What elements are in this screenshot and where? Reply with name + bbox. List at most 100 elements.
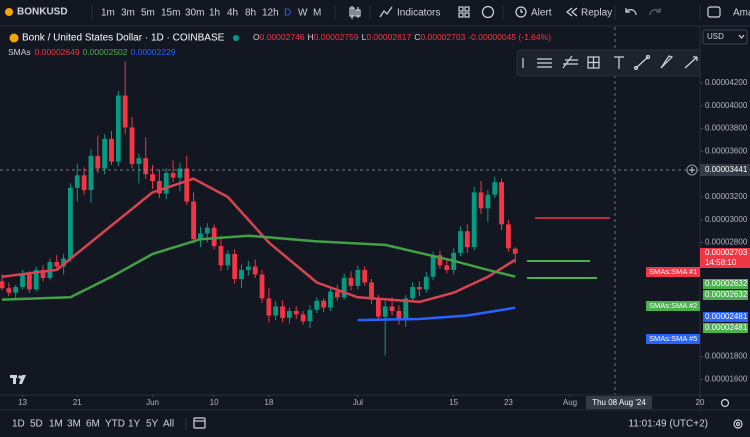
- candle-body: [95, 155, 101, 169]
- indicator-name: SMAs: [8, 47, 31, 57]
- sma-value: 0.00002229: [131, 47, 176, 57]
- replay-icon[interactable]: [566, 7, 578, 17]
- range-button[interactable]: 6M: [86, 419, 100, 430]
- sma-tag-bg: [646, 334, 700, 344]
- y-tick-label: 0.00001800: [705, 352, 748, 361]
- crosshair-date-box: [586, 396, 652, 409]
- currency[interactable]: USD: [707, 32, 724, 41]
- interval[interactable]: 30m: [185, 8, 204, 19]
- drawing-toolbar-bg: [516, 49, 750, 77]
- candle-body: [389, 306, 395, 311]
- candle-body: [184, 168, 190, 202]
- candle-body: [321, 300, 327, 308]
- candle-body: [13, 287, 19, 293]
- price-axis-bg: [700, 27, 750, 396]
- ohlc-key: O: [253, 32, 260, 42]
- alert-icon[interactable]: [515, 6, 527, 18]
- candle-body: [102, 138, 108, 169]
- interval[interactable]: 1h: [209, 8, 220, 19]
- last-price: 0.00002703: [705, 248, 748, 257]
- symbol[interactable]: BONKUSD: [17, 7, 68, 18]
- sma-value: 0.00002502: [83, 47, 128, 57]
- range-button[interactable]: 3M: [67, 419, 81, 430]
- sma-tag-bg: [646, 267, 700, 277]
- fullscreen-icon[interactable]: [707, 6, 721, 18]
- range-button[interactable]: 1Y: [128, 419, 141, 430]
- interval[interactable]: M: [313, 8, 321, 19]
- candle-body: [382, 306, 388, 317]
- ohlc-value: 0.00002746: [260, 32, 305, 42]
- indicators-icon[interactable]: [379, 6, 393, 18]
- crosshair-price: 0.00003441: [705, 165, 748, 174]
- currency-selector[interactable]: [702, 29, 748, 45]
- candle-body: [307, 309, 313, 322]
- range-button[interactable]: 5Y: [146, 419, 159, 430]
- price-label: 0.00002481: [705, 323, 748, 332]
- ohlc-change: -0.00000045 (-1.64%): [468, 32, 551, 42]
- range-button[interactable]: YTD: [105, 419, 125, 430]
- candle-body: [334, 291, 340, 298]
- range-button[interactable]: 5D: [30, 419, 43, 430]
- price-label: 0.00002632: [705, 290, 748, 299]
- date-range-icon[interactable]: [193, 417, 206, 429]
- candle-body: [239, 269, 244, 280]
- candle-type-icon[interactable]: [349, 6, 361, 19]
- interval[interactable]: 4h: [227, 8, 238, 19]
- templates-icon[interactable]: [481, 5, 495, 19]
- candle-body: [61, 258, 66, 267]
- candle-body: [211, 227, 217, 246]
- toolbar-bg: [0, 0, 750, 26]
- range-button[interactable]: 1M: [49, 419, 63, 430]
- redo-icon[interactable]: [649, 8, 661, 16]
- candle-body: [355, 269, 361, 286]
- candle-body: [369, 282, 374, 300]
- candle-body: [273, 306, 279, 316]
- candle-body: [300, 314, 306, 322]
- x-tick-label: Jun: [146, 398, 159, 407]
- candle-body: [0, 281, 5, 289]
- ohlc-value: 0.00002703: [420, 32, 465, 42]
- ohlc-value: 0.00002617: [366, 32, 411, 42]
- candle-body: [74, 175, 80, 188]
- candle-body: [403, 298, 409, 321]
- layout-icon[interactable]: [458, 6, 470, 18]
- candle-body: [170, 173, 176, 178]
- interval[interactable]: 12h: [262, 8, 279, 19]
- y-tick-label: 0.00004200: [705, 78, 748, 87]
- candle-body: [314, 300, 320, 310]
- x-tick-label: 13: [18, 398, 27, 407]
- candle-body: [362, 269, 368, 283]
- price-label: 0.00002632: [705, 279, 748, 288]
- settings-icon[interactable]: [733, 419, 743, 429]
- candle-body: [232, 253, 238, 280]
- time-settings-icon[interactable]: [720, 398, 730, 408]
- price-label-bg: [703, 290, 748, 300]
- undo-icon[interactable]: [625, 8, 637, 16]
- price-label-bg: [703, 312, 748, 322]
- interval[interactable]: 5m: [141, 8, 155, 19]
- indicators-button[interactable]: Indicators: [397, 8, 440, 19]
- account-button[interactable]: Ama: [733, 8, 750, 19]
- price-label: 0.00002481: [705, 312, 748, 321]
- interval[interactable]: 1m: [101, 8, 115, 19]
- candle-body: [115, 95, 121, 162]
- interval[interactable]: 15m: [161, 8, 180, 19]
- candle-body: [430, 255, 436, 277]
- replay-button[interactable]: Replay: [581, 8, 612, 19]
- interval[interactable]: 3m: [121, 8, 135, 19]
- y-tick-label: 0.00003600: [705, 146, 748, 155]
- interval[interactable]: W: [298, 8, 308, 19]
- candle-body: [259, 274, 265, 299]
- interval[interactable]: 8h: [245, 8, 256, 19]
- candle-body: [68, 187, 73, 259]
- range-button[interactable]: All: [163, 419, 174, 430]
- candle-body: [88, 155, 94, 191]
- candle-body: [444, 265, 450, 270]
- last-price-box: [700, 248, 750, 268]
- range-button[interactable]: 1D: [12, 419, 25, 430]
- price-label-bg: [703, 279, 748, 289]
- x-tick-label: Aug: [563, 398, 577, 407]
- x-tick-label: 20: [696, 398, 705, 407]
- interval-active[interactable]: D: [284, 8, 291, 19]
- alert-button[interactable]: Alert: [531, 8, 552, 19]
